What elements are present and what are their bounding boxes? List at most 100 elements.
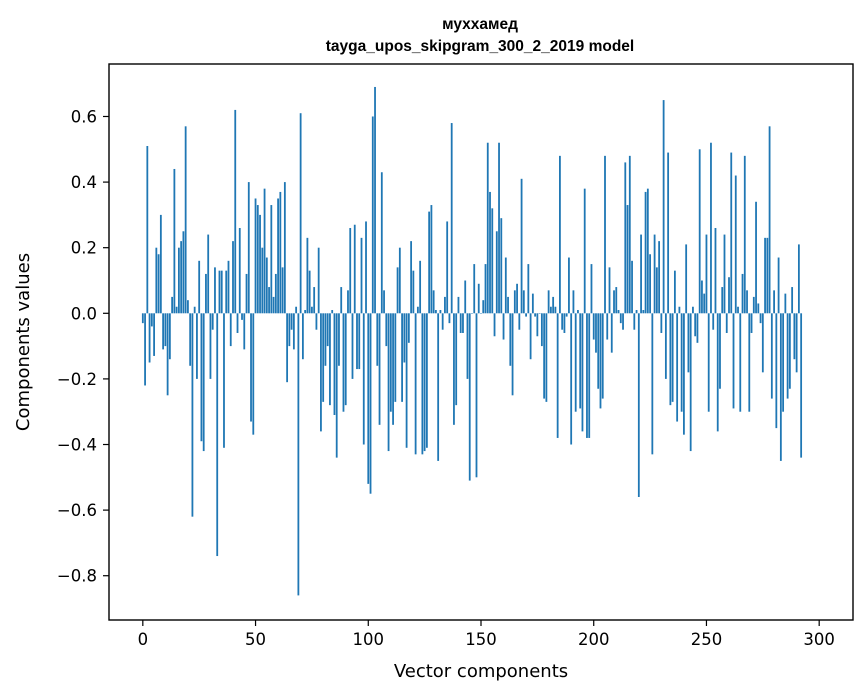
bar (317, 247, 320, 314)
bar (315, 313, 318, 330)
bar (757, 303, 760, 314)
bar (579, 313, 582, 409)
bar (218, 270, 221, 314)
bar (624, 162, 627, 314)
bar (601, 313, 604, 399)
bar (701, 280, 703, 314)
bar (455, 313, 458, 406)
bar (281, 267, 284, 314)
bar (392, 313, 394, 425)
bar (268, 287, 270, 314)
bar (340, 287, 343, 314)
bar (734, 175, 737, 314)
bar (748, 313, 751, 412)
bar (200, 313, 203, 442)
bar (407, 313, 410, 343)
bar (775, 313, 778, 429)
bar (466, 313, 469, 379)
bar (788, 313, 791, 389)
bar (779, 313, 782, 461)
bar (448, 313, 451, 324)
x-axis-label: Vector components (394, 661, 568, 682)
bar (290, 313, 293, 330)
chart-subtitle: tayga_upos_skipgram_300_2_2019 model (326, 38, 634, 55)
bar (223, 313, 225, 448)
bar (716, 313, 719, 432)
bar (730, 152, 733, 314)
bar (500, 218, 503, 314)
bar (658, 241, 661, 314)
bar (635, 310, 638, 314)
bar (453, 313, 455, 425)
bar (365, 221, 367, 314)
bar (333, 313, 336, 415)
bar (279, 191, 282, 314)
bar (153, 313, 155, 356)
bar (622, 313, 624, 330)
bar (430, 205, 433, 314)
bar (374, 86, 376, 314)
bar (396, 267, 399, 314)
bar (561, 313, 564, 330)
y-tick-label: 0.0 (71, 304, 97, 323)
bar (308, 270, 311, 314)
bar (504, 257, 507, 314)
bar (669, 313, 672, 406)
bar (272, 296, 275, 314)
bar (759, 313, 762, 324)
bar (577, 310, 579, 314)
bar (261, 247, 264, 314)
bar (205, 273, 207, 314)
bar (642, 310, 645, 314)
bar (263, 188, 266, 314)
bar (491, 208, 494, 314)
bar (764, 237, 766, 314)
x-tick-label: 50 (245, 630, 266, 649)
bar (214, 267, 216, 314)
bar (243, 313, 246, 350)
y-tick-label: −0.4 (57, 436, 97, 455)
bar (660, 313, 663, 333)
bar (559, 155, 561, 314)
x-tick-label: 300 (803, 630, 835, 649)
bar (471, 313, 473, 314)
bar (414, 313, 417, 455)
bar (146, 146, 149, 314)
bar (626, 205, 629, 314)
bar (416, 306, 419, 314)
bar (227, 260, 230, 314)
bar (177, 247, 180, 314)
bar (419, 260, 422, 314)
bar (689, 313, 692, 452)
bar (168, 313, 171, 360)
bar (331, 310, 334, 314)
y-tick-label: 0.6 (71, 107, 97, 126)
bar (770, 313, 773, 399)
bar (597, 313, 600, 389)
bar (617, 310, 620, 314)
bar (800, 313, 803, 458)
bar (529, 313, 532, 360)
bar (484, 264, 487, 314)
bar (173, 168, 176, 314)
bar (358, 313, 361, 370)
bar (180, 241, 183, 314)
bar (725, 313, 728, 333)
bar (565, 313, 568, 317)
bar (378, 313, 381, 425)
bar (462, 313, 464, 333)
bar (615, 287, 618, 314)
bar (252, 313, 255, 435)
bar (428, 211, 431, 314)
bar (198, 260, 201, 314)
bar (574, 313, 577, 412)
bar (534, 313, 537, 317)
bar (493, 313, 496, 337)
bar (773, 290, 775, 314)
bar (477, 283, 480, 314)
bar (687, 313, 690, 373)
bar (631, 260, 633, 314)
bar (583, 188, 586, 314)
bar (347, 290, 349, 314)
